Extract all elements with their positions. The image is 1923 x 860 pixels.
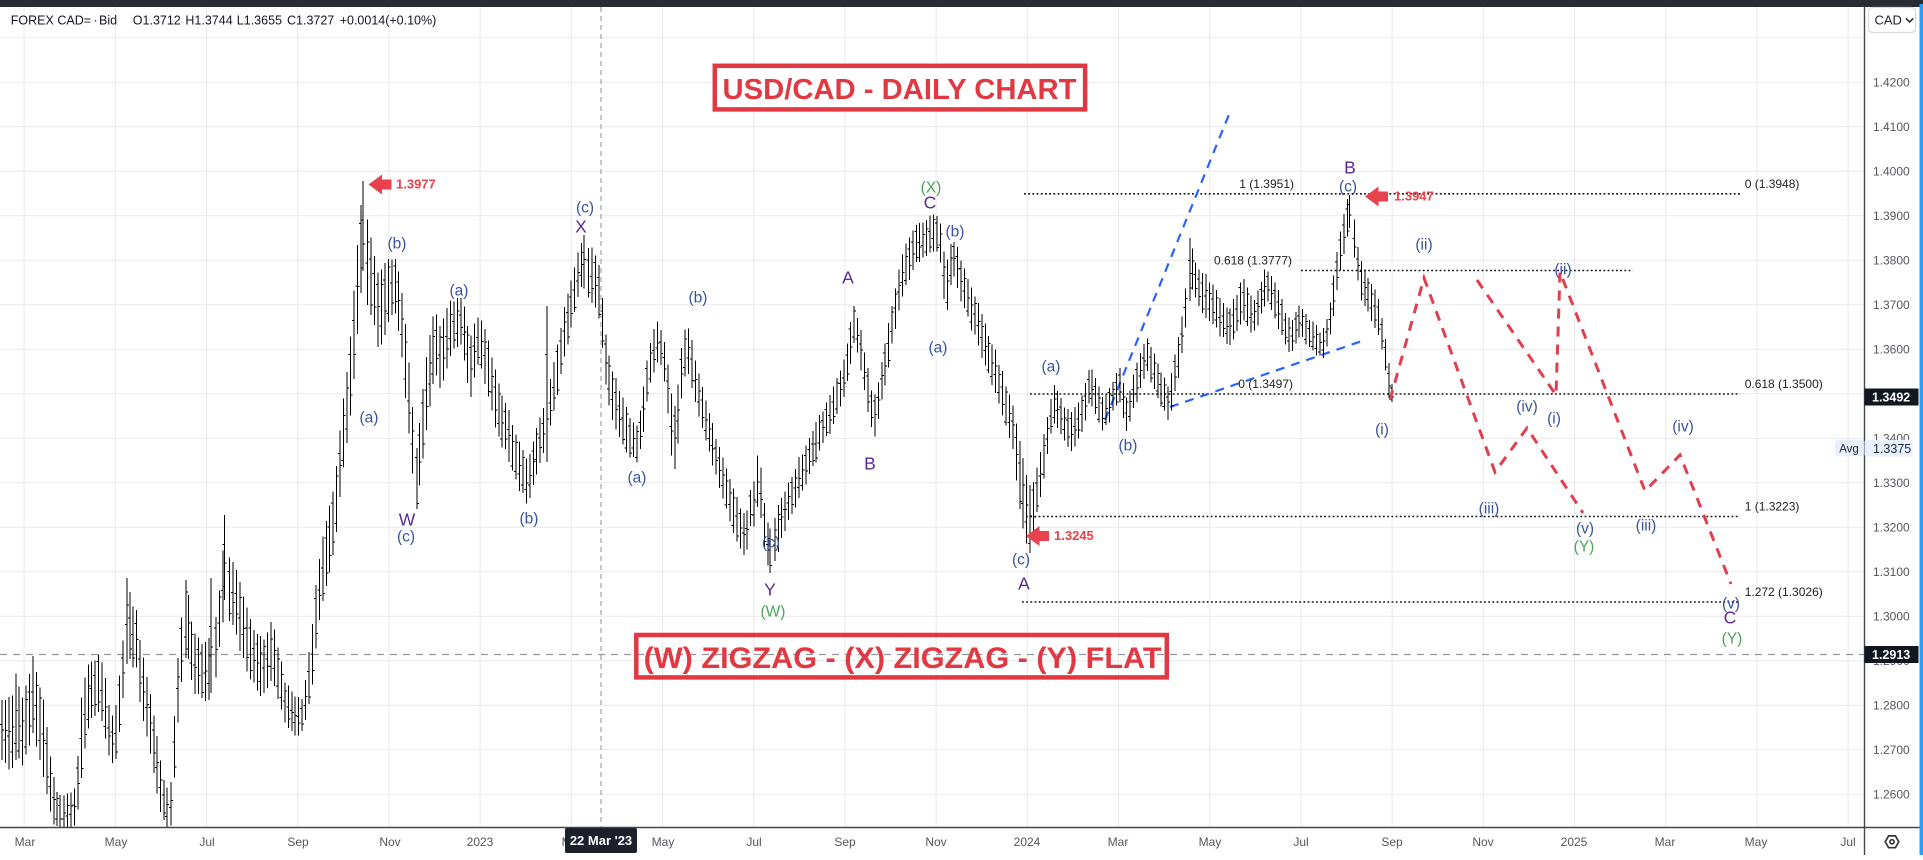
svg-text:(b): (b) <box>946 224 965 241</box>
svg-text:C1.3727: C1.3727 <box>287 14 334 28</box>
svg-text:Bid: Bid <box>99 14 117 28</box>
svg-text:1.3800: 1.3800 <box>1873 253 1910 267</box>
svg-text:(+0.10%): (+0.10%) <box>385 14 436 28</box>
svg-text:(i): (i) <box>1375 422 1389 439</box>
svg-text:1.3977: 1.3977 <box>396 177 436 192</box>
svg-text:1 (1.3951): 1 (1.3951) <box>1239 177 1294 191</box>
svg-text:(b): (b) <box>689 290 708 307</box>
svg-text:(ii): (ii) <box>1554 262 1571 279</box>
svg-text:0 (1.3497): 0 (1.3497) <box>1238 377 1293 391</box>
svg-text:Jul: Jul <box>199 835 214 849</box>
svg-text:1 (1.3223): 1 (1.3223) <box>1745 500 1800 514</box>
svg-text:0 (1.3948): 0 (1.3948) <box>1745 177 1800 191</box>
svg-text:(Y): (Y) <box>1722 631 1743 648</box>
svg-text:(iii): (iii) <box>1636 518 1657 535</box>
svg-text:Sep: Sep <box>1381 835 1403 849</box>
svg-text:1.4000: 1.4000 <box>1873 164 1910 178</box>
svg-text:(c): (c) <box>762 535 780 552</box>
svg-text:B: B <box>1344 158 1356 178</box>
svg-text:1.3700: 1.3700 <box>1873 298 1910 312</box>
svg-text:L1.3655: L1.3655 <box>237 14 282 28</box>
svg-text:1.3900: 1.3900 <box>1873 209 1910 223</box>
svg-text:+0.0014: +0.0014 <box>340 14 386 28</box>
svg-text:(X): (X) <box>921 180 942 197</box>
svg-text:O1.3712: O1.3712 <box>133 14 181 28</box>
svg-text:0.618 (1.3777): 0.618 (1.3777) <box>1214 254 1292 268</box>
svg-text:(a): (a) <box>1042 359 1061 376</box>
svg-text:(a): (a) <box>450 283 469 300</box>
svg-text:(W): (W) <box>761 604 786 621</box>
svg-text:1.3000: 1.3000 <box>1873 609 1910 623</box>
svg-text:B: B <box>864 454 876 474</box>
svg-text:1.3492: 1.3492 <box>1872 391 1910 405</box>
svg-text:Y: Y <box>764 580 776 600</box>
svg-text:Jul: Jul <box>746 835 761 849</box>
svg-text:(W) ZIGZAG - (X) ZIGZAG - (Y): (W) ZIGZAG - (X) ZIGZAG - (Y) FLAT <box>644 642 1162 675</box>
svg-text:1.2700: 1.2700 <box>1873 743 1910 757</box>
svg-text:0.618 (1.3500): 0.618 (1.3500) <box>1745 377 1823 391</box>
svg-text:1.3200: 1.3200 <box>1873 520 1910 534</box>
svg-text:X: X <box>575 217 587 237</box>
svg-text:Nov: Nov <box>1472 835 1493 849</box>
svg-text:W: W <box>399 510 416 530</box>
svg-text:May: May <box>1199 835 1222 849</box>
svg-text:(v): (v) <box>1576 521 1594 538</box>
svg-text:·: · <box>94 14 98 28</box>
svg-text:(iv): (iv) <box>1516 399 1538 416</box>
svg-text:Nov: Nov <box>379 835 400 849</box>
svg-text:(b): (b) <box>520 511 539 528</box>
svg-text:(ii): (ii) <box>1415 237 1432 254</box>
svg-text:A: A <box>842 268 854 288</box>
svg-text:Mar: Mar <box>1655 835 1676 849</box>
svg-text:2025: 2025 <box>1561 835 1588 849</box>
svg-text:(c): (c) <box>1339 179 1357 196</box>
svg-text:2024: 2024 <box>1014 835 1041 849</box>
svg-text:May: May <box>105 835 128 849</box>
svg-text:(i): (i) <box>1547 411 1561 428</box>
svg-text:C: C <box>1724 608 1737 628</box>
svg-text:USD/CAD - DAILY CHART: USD/CAD - DAILY CHART <box>723 74 1077 106</box>
svg-text:22 Mar '23: 22 Mar '23 <box>570 833 632 848</box>
svg-text:(b): (b) <box>388 236 407 253</box>
svg-text:2023: 2023 <box>467 835 494 849</box>
svg-text:(a): (a) <box>360 410 379 427</box>
svg-text:(iii): (iii) <box>1479 501 1500 518</box>
svg-text:A: A <box>1018 574 1030 594</box>
svg-text:(c): (c) <box>576 200 594 217</box>
svg-text:1.2913: 1.2913 <box>1872 648 1910 662</box>
svg-text:1.3100: 1.3100 <box>1873 565 1910 579</box>
svg-text:(iv): (iv) <box>1672 419 1694 436</box>
svg-text:1.3245: 1.3245 <box>1054 528 1094 543</box>
svg-text:Avg: Avg <box>1839 444 1859 456</box>
svg-text:1.3375: 1.3375 <box>1873 442 1911 456</box>
svg-text:May: May <box>652 835 675 849</box>
svg-text:Mar: Mar <box>15 835 36 849</box>
svg-text:H1.3744: H1.3744 <box>185 14 232 28</box>
svg-text:(Y): (Y) <box>1574 539 1595 556</box>
svg-text:CAD: CAD <box>1875 13 1902 28</box>
svg-text:1.2600: 1.2600 <box>1873 787 1910 801</box>
svg-text:Sep: Sep <box>834 835 856 849</box>
svg-text:1.2800: 1.2800 <box>1873 698 1910 712</box>
svg-text:1.4200: 1.4200 <box>1873 75 1910 89</box>
svg-text:1.272 (1.3026): 1.272 (1.3026) <box>1745 585 1823 599</box>
svg-text:(c): (c) <box>397 529 415 546</box>
svg-text:(c): (c) <box>1012 552 1030 569</box>
svg-text:Jul: Jul <box>1840 835 1855 849</box>
svg-text:1.3600: 1.3600 <box>1873 342 1910 356</box>
svg-text:Sep: Sep <box>287 835 309 849</box>
svg-text:1.3947: 1.3947 <box>1394 189 1434 204</box>
svg-text:(b): (b) <box>1119 438 1138 455</box>
svg-text:May: May <box>1745 835 1768 849</box>
svg-text:Jul: Jul <box>1293 835 1308 849</box>
svg-text:1.4100: 1.4100 <box>1873 120 1910 134</box>
svg-text:(a): (a) <box>929 340 948 357</box>
svg-text:FOREX CAD=: FOREX CAD= <box>11 14 91 28</box>
svg-text:Mar: Mar <box>1108 835 1129 849</box>
svg-text:(a): (a) <box>628 470 647 487</box>
svg-text:Nov: Nov <box>925 835 946 849</box>
svg-text:1.3300: 1.3300 <box>1873 476 1910 490</box>
